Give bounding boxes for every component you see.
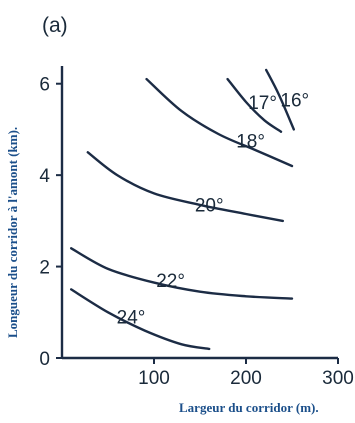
curves: 16°17° 18° 20° 22° 24° [70, 68, 309, 351]
curve-label: 20° [195, 196, 224, 217]
curve-label: 16° [280, 91, 309, 112]
curve-label: 22° [156, 271, 185, 292]
y-tick-label: 2 [39, 258, 50, 279]
y-tick-label: 6 [39, 75, 50, 96]
panel-label: (a) [42, 14, 68, 37]
curve-label: 17° [248, 93, 277, 114]
curve-label: 24° [117, 308, 146, 329]
isotherm-curve [226, 77, 283, 133]
ticks: 100 200 300 0 2 4 6 [39, 75, 353, 389]
y-tick-label: 4 [39, 166, 50, 187]
curve-label: 18° [236, 132, 265, 153]
axes [60, 66, 338, 360]
isotherm-curve [145, 77, 294, 168]
isotherm-curve [70, 247, 294, 300]
x-tick-label: 200 [230, 368, 262, 389]
isotherm-curve [265, 68, 295, 131]
x-axis-title: Largeur du corridor (m). [179, 400, 319, 415]
x-tick-label: 300 [322, 368, 354, 389]
y-axis-title: Longueur du corridor à l'amont (km). [5, 127, 20, 338]
isotherm-curve [86, 151, 284, 223]
y-tick-label: 0 [39, 349, 50, 370]
x-tick-label: 100 [138, 368, 170, 389]
isotherm-curve [70, 288, 211, 351]
